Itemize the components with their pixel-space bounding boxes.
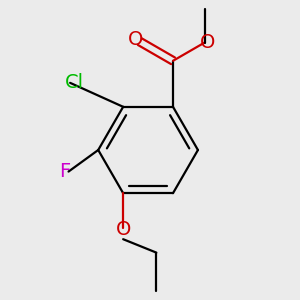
Text: O: O: [200, 33, 215, 52]
Text: O: O: [128, 30, 144, 49]
Text: Cl: Cl: [64, 74, 83, 92]
Text: F: F: [59, 162, 70, 181]
Text: O: O: [116, 220, 131, 239]
